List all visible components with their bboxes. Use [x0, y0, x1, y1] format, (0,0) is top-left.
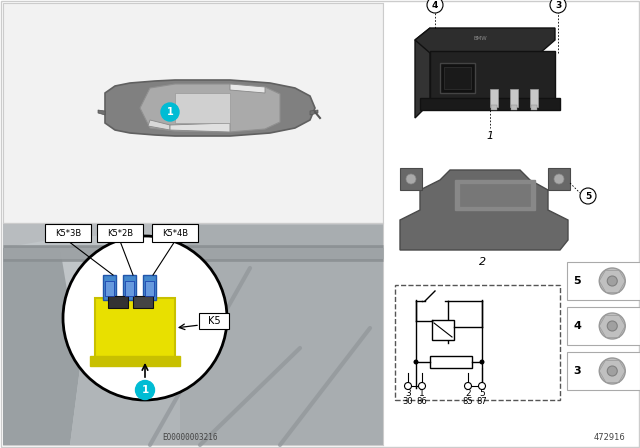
Bar	[531, 105, 537, 110]
Polygon shape	[148, 120, 170, 130]
Text: 87: 87	[477, 397, 488, 406]
Circle shape	[406, 174, 416, 184]
Text: 85: 85	[463, 397, 474, 406]
Polygon shape	[3, 248, 80, 445]
Polygon shape	[400, 170, 568, 250]
Bar	[440, 63, 475, 93]
Circle shape	[607, 321, 617, 331]
Text: 1: 1	[166, 107, 173, 117]
Text: 4: 4	[573, 321, 581, 331]
Bar	[430, 356, 472, 368]
Polygon shape	[3, 223, 383, 318]
Bar	[510, 89, 518, 107]
Circle shape	[413, 359, 419, 365]
Polygon shape	[310, 110, 318, 115]
Text: K5*2B: K5*2B	[107, 228, 133, 237]
Circle shape	[580, 188, 596, 204]
Bar	[491, 105, 497, 110]
Bar	[444, 67, 471, 89]
Circle shape	[607, 276, 617, 286]
Bar	[133, 296, 153, 308]
Polygon shape	[105, 80, 315, 136]
Bar	[90, 356, 180, 366]
Circle shape	[404, 383, 412, 389]
Polygon shape	[415, 28, 430, 118]
Bar	[432, 320, 454, 340]
Circle shape	[465, 383, 472, 389]
Text: 30: 30	[403, 397, 413, 406]
Bar	[420, 98, 560, 110]
Text: 3: 3	[555, 0, 561, 9]
Text: 5: 5	[479, 389, 485, 399]
Text: 5: 5	[585, 191, 591, 201]
Text: K5*4B: K5*4B	[162, 228, 188, 237]
Text: 2: 2	[465, 389, 471, 399]
Circle shape	[136, 380, 154, 400]
Text: K5*3B: K5*3B	[55, 228, 81, 237]
Text: 2: 2	[479, 257, 486, 267]
Circle shape	[427, 0, 443, 13]
Circle shape	[479, 359, 484, 365]
Bar	[490, 89, 498, 107]
Circle shape	[554, 174, 564, 184]
Circle shape	[599, 268, 625, 294]
Text: 3: 3	[573, 366, 581, 376]
Text: BMW: BMW	[473, 35, 487, 40]
Circle shape	[607, 366, 617, 376]
Polygon shape	[98, 110, 105, 115]
Bar	[430, 51, 555, 103]
Circle shape	[419, 383, 426, 389]
Text: 4: 4	[432, 0, 438, 9]
FancyBboxPatch shape	[45, 224, 91, 242]
Circle shape	[161, 103, 179, 121]
Bar	[567, 262, 640, 300]
Circle shape	[479, 383, 486, 389]
Bar	[383, 3, 637, 445]
Bar	[143, 275, 156, 300]
Bar	[3, 223, 383, 445]
Bar	[125, 281, 134, 296]
Text: EO0000003216: EO0000003216	[163, 433, 218, 442]
Circle shape	[599, 358, 625, 384]
Polygon shape	[230, 84, 265, 93]
Text: 1: 1	[486, 131, 493, 141]
Bar	[145, 281, 154, 296]
Bar	[105, 281, 114, 296]
Bar	[511, 105, 517, 110]
Text: 1: 1	[419, 389, 425, 399]
Bar	[108, 296, 128, 308]
Circle shape	[550, 0, 566, 13]
Text: 3: 3	[405, 389, 411, 399]
Text: 1: 1	[141, 385, 148, 395]
Text: 472916: 472916	[594, 433, 626, 442]
FancyBboxPatch shape	[97, 224, 143, 242]
Circle shape	[63, 236, 227, 400]
Bar	[530, 89, 538, 107]
Bar	[460, 184, 530, 206]
Bar	[548, 168, 570, 190]
Text: K5: K5	[208, 316, 220, 326]
Bar	[567, 352, 640, 390]
Bar	[3, 3, 383, 223]
Polygon shape	[415, 28, 555, 53]
Bar	[567, 307, 640, 345]
FancyBboxPatch shape	[199, 313, 229, 329]
Text: 86: 86	[417, 397, 428, 406]
Text: 5: 5	[573, 276, 581, 286]
Bar	[95, 298, 175, 363]
Bar	[175, 93, 230, 123]
Polygon shape	[170, 123, 230, 132]
Bar	[123, 275, 136, 300]
Bar	[180, 225, 383, 445]
Bar	[103, 275, 116, 300]
FancyBboxPatch shape	[152, 224, 198, 242]
Bar	[400, 168, 422, 190]
Polygon shape	[70, 278, 200, 445]
Bar	[455, 180, 535, 210]
Circle shape	[599, 313, 625, 339]
Polygon shape	[140, 84, 280, 132]
Bar	[395, 285, 560, 400]
